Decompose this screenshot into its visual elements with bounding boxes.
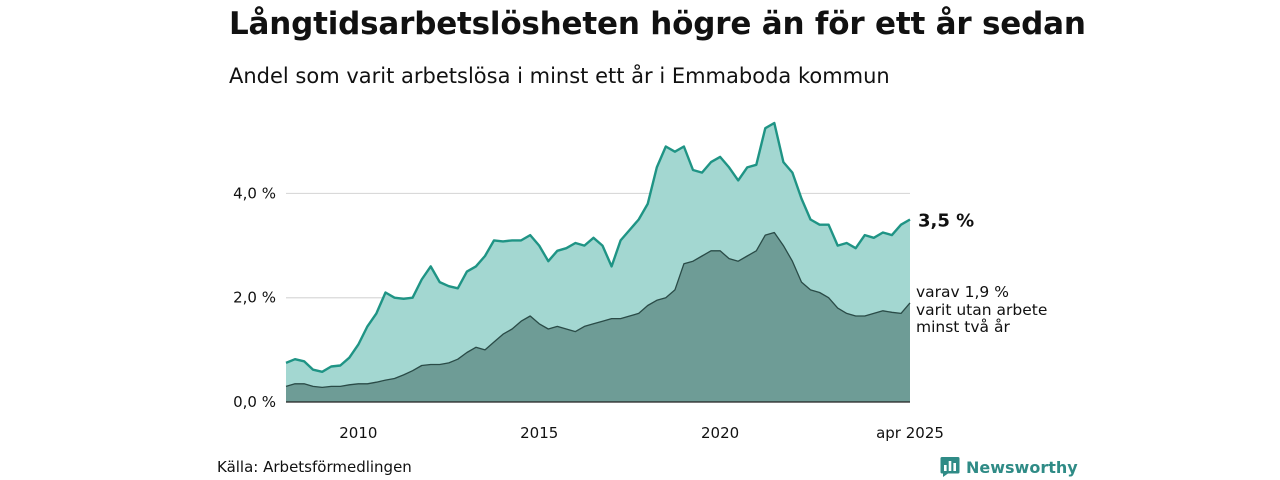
- series-area-minst_tva_ar: [286, 232, 910, 402]
- newsworthy-logo[interactable]: Newsworthy: [940, 455, 1078, 479]
- y-tick-label: 0,0 %: [233, 393, 276, 411]
- source-credit: Källa: Arbetsförmedlingen: [217, 458, 412, 476]
- series-line-minst_ett_ar: [285, 121, 911, 373]
- axes: 0,0 % 2,0 % 4,0 % 2010 2015 2020 apr 2025: [233, 184, 944, 442]
- newsworthy-bar-icon: [940, 457, 960, 477]
- x-tick-label: apr 2025: [876, 424, 944, 442]
- x-tick-label: 2010: [339, 424, 377, 442]
- x-tick-label: 2015: [520, 424, 558, 442]
- chart-labels: 3,5 % varav 1,9 % varit utan arbete mins…: [916, 211, 1047, 337]
- end-value-label: 3,5 %: [918, 211, 974, 232]
- y-tick-label: 4,0 %: [233, 184, 276, 202]
- annotation-line-1: varav 1,9 %: [916, 283, 1009, 301]
- series-line-minst_tva_ar: [285, 231, 911, 389]
- x-tick-label: 2020: [701, 424, 739, 442]
- annotation-line-2: varit utan arbete: [916, 301, 1047, 319]
- chart-subtitle: Andel som varit arbetslösa i minst ett å…: [229, 64, 890, 88]
- chart-title: Långtidsarbetslösheten högre än för ett …: [229, 6, 1086, 42]
- annotation-line-3: minst två år: [916, 318, 1010, 336]
- series-areas: [285, 121, 911, 402]
- logo-text: Newsworthy: [966, 457, 1078, 477]
- y-tick-label: 2,0 %: [233, 289, 276, 307]
